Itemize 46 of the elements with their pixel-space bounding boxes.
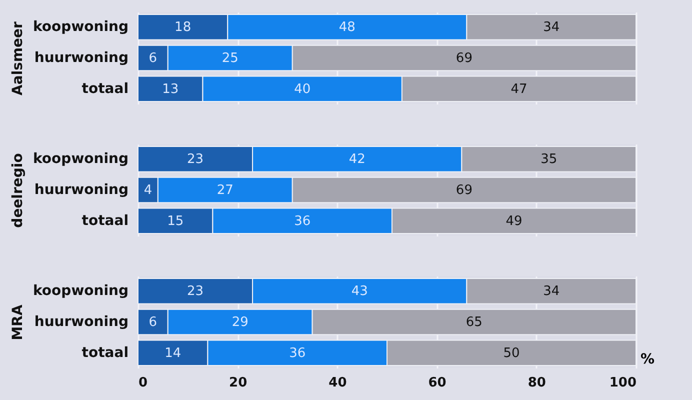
y-tick-label: koopwoning	[33, 283, 128, 300]
y-tick-label: totaal	[82, 212, 128, 229]
y-axis-title: deelregio	[10, 152, 26, 228]
data-label: 23	[186, 284, 204, 300]
data-label: 34	[543, 20, 560, 36]
data-label: 36	[294, 214, 311, 229]
x-tick-label: 60	[428, 376, 446, 390]
data-label: 27	[216, 183, 234, 198]
data-label: 18	[174, 20, 192, 36]
data-label: 50	[503, 346, 520, 361]
data-label: 43	[351, 284, 368, 300]
y-axis-title: MRA	[10, 304, 26, 340]
data-label: 6	[148, 315, 158, 330]
data-label: 13	[162, 82, 179, 97]
x-tick-label: 40	[328, 376, 347, 390]
data-label: 65	[466, 315, 482, 330]
data-label: 34	[543, 284, 560, 300]
data-label: 6	[148, 51, 158, 66]
data-label: 69	[456, 51, 472, 66]
data-label: 14	[164, 346, 182, 361]
data-label: 40	[294, 82, 311, 97]
data-label: 29	[232, 315, 248, 330]
y-tick-label: totaal	[82, 80, 128, 97]
data-label: 23	[186, 152, 204, 168]
x-tick-label: 20	[229, 376, 248, 390]
x-axis-title: %	[640, 352, 655, 368]
y-axis-title: Aalsmeer	[10, 21, 26, 96]
data-label: 42	[348, 152, 366, 168]
data-label: 48	[338, 20, 356, 36]
data-label: 47	[510, 82, 528, 97]
x-tick-label: 80	[528, 376, 546, 390]
y-tick-label: koopwoning	[33, 151, 128, 168]
y-tick-label: huurwoning	[34, 314, 128, 330]
x-tick-label: 0	[138, 376, 148, 390]
y-tick-label: koopwoning	[33, 19, 128, 36]
data-label: 35	[540, 152, 558, 168]
data-label: 69	[456, 183, 472, 198]
data-label: 49	[506, 214, 522, 229]
data-label: 4	[144, 183, 152, 198]
y-tick-label: huurwoning	[34, 50, 128, 66]
data-label: 25	[222, 51, 238, 66]
y-tick-label: huurwoning	[34, 182, 128, 198]
x-tick-label: 100	[609, 376, 636, 390]
y-tick-label: totaal	[82, 344, 128, 361]
data-label: 36	[289, 346, 306, 361]
data-label: 15	[167, 214, 184, 229]
